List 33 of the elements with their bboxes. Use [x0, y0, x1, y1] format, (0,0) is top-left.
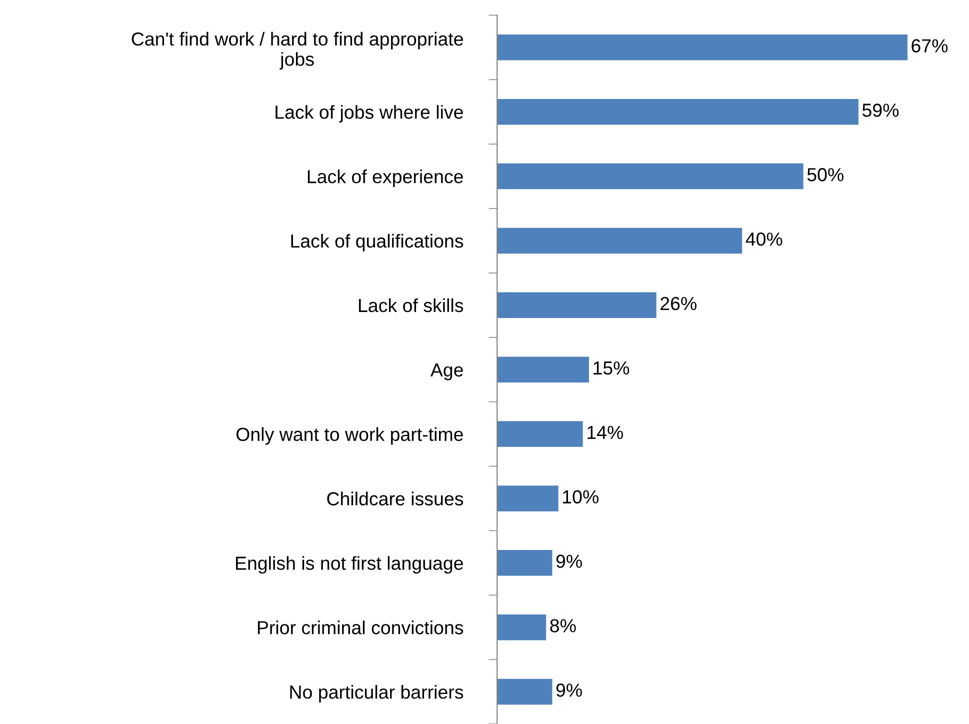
y-tick-label: Lack of qualifications: [291, 234, 464, 252]
bar: [497, 614, 546, 640]
y-tick-label: Lack of experience: [308, 170, 463, 187]
bar: [497, 678, 552, 705]
bar: [497, 356, 589, 382]
y-tick-label: English is not first language: [236, 556, 463, 574]
y-tick-label: Lack of jobs where live: [276, 105, 463, 123]
data-label: 10%: [563, 490, 598, 504]
data-label: 59%: [862, 104, 899, 117]
y-tick-label: Can't find work / hard to find appropriate jobs: [132, 32, 463, 70]
bar: [497, 228, 742, 254]
bar: [497, 421, 583, 447]
bar: [497, 163, 804, 190]
bar: [497, 98, 858, 125]
bar: [497, 550, 552, 576]
data-label: 40%: [746, 232, 782, 246]
data-label: 9%: [556, 554, 582, 568]
bar: [497, 34, 908, 60]
bar: [497, 486, 558, 512]
data-label: 67%: [912, 39, 948, 52]
y-tick-label: Childcare issues: [327, 492, 464, 506]
y-tick-label: Prior criminal convictions: [258, 620, 464, 634]
data-label: 8%: [550, 619, 576, 632]
y-tick-label: Lack of skills: [359, 298, 464, 312]
data-label: 26%: [660, 296, 696, 310]
data-label: 9%: [556, 684, 582, 697]
y-tick-label: No particular barriers: [290, 684, 464, 702]
y-tick-label: Age: [430, 363, 463, 380]
bar: [497, 292, 656, 318]
data-label: 50%: [807, 168, 844, 182]
data-label: 15%: [594, 361, 630, 375]
data-label: 14%: [588, 426, 623, 439]
y-tick-label: Only want to work part-time: [236, 427, 463, 445]
